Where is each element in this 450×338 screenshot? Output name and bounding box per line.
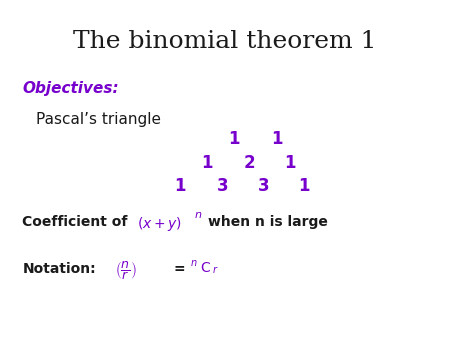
Text: $\mathrm{C}$: $\mathrm{C}$	[200, 261, 211, 275]
Text: $r$: $r$	[212, 264, 218, 275]
Text: =: =	[173, 262, 185, 276]
Text: $(x + y)$: $(x + y)$	[137, 215, 182, 233]
Text: 3: 3	[217, 177, 229, 195]
Text: Objectives:: Objectives:	[22, 81, 119, 96]
Text: $n$: $n$	[194, 210, 202, 220]
Text: $\left(\dfrac{n}{r}\right)$: $\left(\dfrac{n}{r}\right)$	[115, 259, 136, 282]
Text: 1: 1	[284, 154, 296, 172]
Text: 2: 2	[244, 154, 256, 172]
Text: 1: 1	[271, 130, 283, 148]
Text: 1: 1	[174, 177, 186, 195]
Text: Notation:: Notation:	[22, 262, 96, 276]
Text: 3: 3	[257, 177, 269, 195]
Text: 1: 1	[298, 177, 310, 195]
Text: Coefficient of: Coefficient of	[22, 215, 133, 228]
Text: 1: 1	[228, 130, 240, 148]
Text: The binomial theorem 1: The binomial theorem 1	[73, 30, 377, 53]
Text: Pascal’s triangle: Pascal’s triangle	[36, 112, 161, 126]
Text: 1: 1	[201, 154, 213, 172]
Text: $n$: $n$	[190, 258, 198, 268]
Text: when n is large: when n is large	[208, 215, 328, 228]
